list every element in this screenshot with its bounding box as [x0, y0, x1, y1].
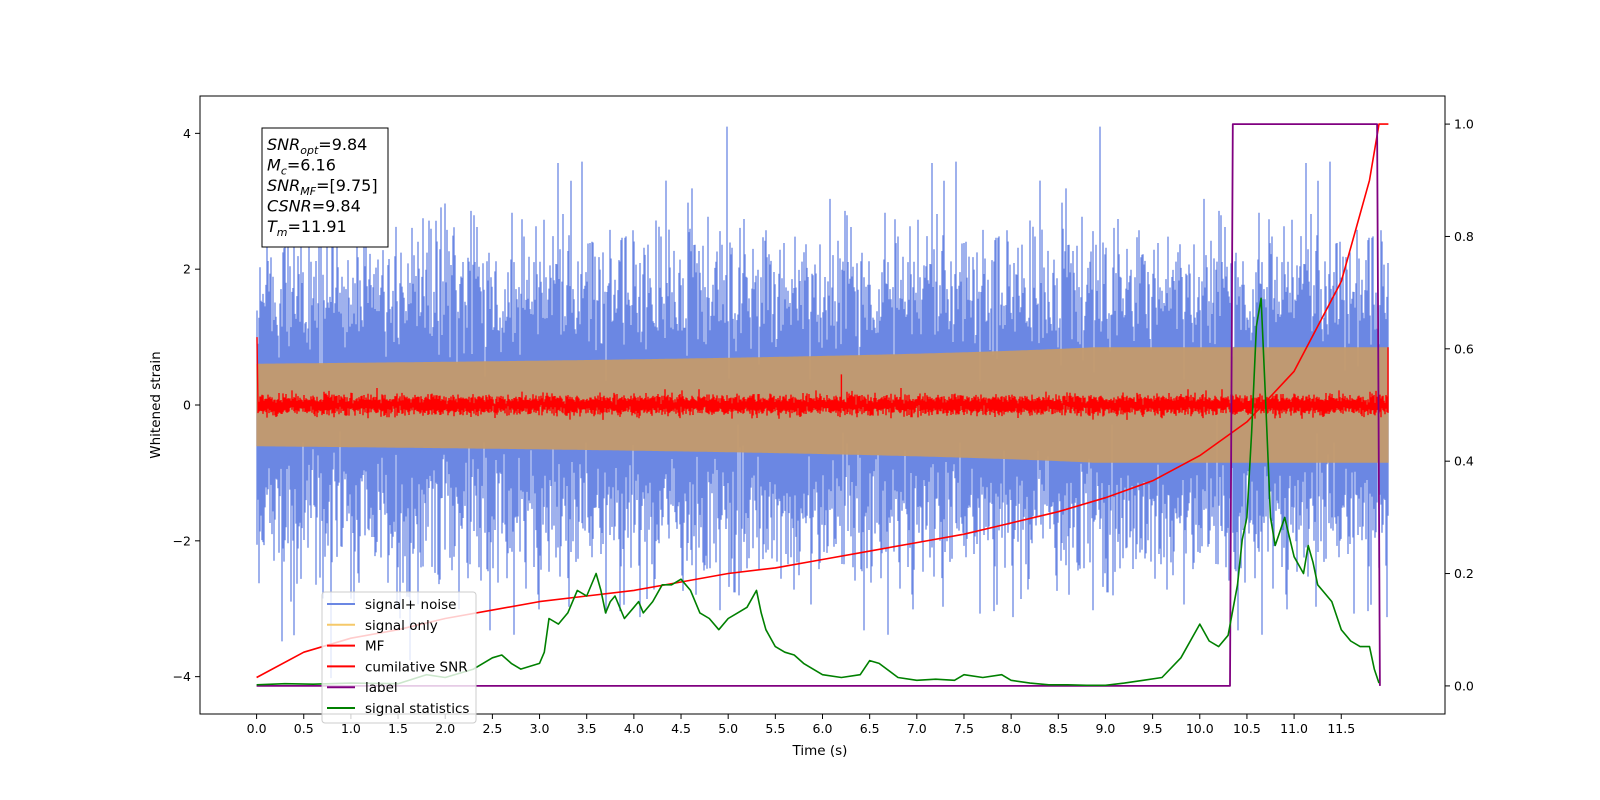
series-layer — [256, 123, 1389, 687]
legend-label: cumilative SNR — [365, 659, 468, 675]
series-signal-statistics — [256, 297, 1380, 687]
y2-tick-label: 0.6 — [1454, 341, 1474, 356]
x-tick-label: 3.5 — [577, 721, 597, 736]
legend-label: signal+ noise — [365, 597, 456, 613]
legend-label: MF — [365, 639, 384, 655]
x-tick-label: 5.0 — [718, 721, 738, 736]
info-symbol: T — [267, 217, 278, 236]
x-tick-label: 10.0 — [1186, 721, 1214, 736]
info-subscript: c — [281, 165, 287, 178]
x-tick-label: 4.0 — [624, 721, 644, 736]
x-tick-label: 9.0 — [1096, 721, 1116, 736]
info-symbol: SNR — [267, 176, 300, 195]
x-tick-label: 10.5 — [1233, 721, 1261, 736]
y-tick-label: 0 — [183, 398, 191, 413]
x-tick-label: 9.5 — [1143, 721, 1163, 736]
x-axis-title: Time (s) — [792, 743, 848, 759]
y-tick-label: −2 — [173, 533, 191, 548]
info-symbol: SNR — [267, 135, 300, 154]
y-axis-right: 0.0 0.2 0.4 0.6 0.8 1.0 — [1445, 117, 1474, 693]
x-tick-label: 8.0 — [1001, 721, 1021, 736]
x-tick-label: 0.0 — [247, 721, 267, 736]
x-tick-label: 7.0 — [907, 721, 927, 736]
info-line: CSNR=9.84 — [267, 197, 361, 216]
series-label — [256, 123, 1381, 687]
x-tick-label: 2.0 — [435, 721, 455, 736]
info-subscript: opt — [300, 144, 319, 157]
x-tick-label: 7.5 — [954, 721, 974, 736]
x-tick-label: 1.0 — [341, 721, 361, 736]
info-value: =9.84 — [318, 135, 367, 154]
info-line: Tm=11.91 — [267, 217, 347, 239]
info-line: Mc=6.16 — [267, 156, 336, 178]
info-value: =11.91 — [288, 217, 347, 236]
info-value: =6.16 — [287, 156, 336, 175]
legend-label: label — [365, 680, 398, 696]
x-tick-label: 6.0 — [813, 721, 833, 736]
x-tick-label: 4.5 — [671, 721, 691, 736]
x-axis: 0.0 0.5 1.0 1.5 2.0 2.5 3.0 3.5 4.0 4.5 5.0 5.5 6.0 6… — [247, 714, 1355, 736]
y-tick-label: 4 — [183, 126, 191, 141]
x-tick-label: 3.0 — [530, 721, 550, 736]
legend-label: signal only — [365, 618, 438, 634]
x-tick-label: 5.5 — [765, 721, 785, 736]
info-symbol: CSNR — [267, 197, 312, 216]
x-tick-label: 6.5 — [860, 721, 880, 736]
legend-frame — [321, 591, 477, 724]
info-box-frame — [261, 127, 389, 248]
y2-tick-label: 0.8 — [1454, 229, 1474, 244]
x-tick-label: 8.5 — [1048, 721, 1068, 736]
info-value: =9.84 — [312, 197, 361, 216]
info-value: =[9.75] — [316, 176, 378, 195]
legend-label: signal statistics — [365, 701, 469, 717]
y-axis-left: −4 −2 0 2 4 — [173, 126, 200, 684]
y2-tick-label: 0.4 — [1454, 454, 1474, 469]
info-symbol: M — [267, 156, 281, 175]
y2-tick-label: 1.0 — [1454, 117, 1474, 132]
y2-tick-label: 0.0 — [1454, 678, 1474, 693]
info-box: SNRopt=9.84Mc=6.16SNRMF=[9.75]CSNR=9.84T… — [261, 127, 389, 248]
x-tick-label: 11.5 — [1327, 721, 1355, 736]
info-subscript: m — [277, 226, 288, 239]
info-subscript: MF — [300, 185, 316, 198]
y-tick-label: 2 — [183, 262, 191, 277]
y-tick-label: −4 — [173, 669, 191, 684]
x-tick-label: 0.5 — [294, 721, 314, 736]
legend: signal+ noise signal only MF cumilative SNR… — [321, 591, 477, 724]
x-tick-label: 1.5 — [388, 721, 408, 736]
info-line: SNRMF=[9.75] — [267, 176, 378, 198]
x-tick-label: 2.5 — [482, 721, 502, 736]
y-axis-title: Whitened strain — [148, 351, 164, 458]
y2-tick-label: 0.2 — [1454, 566, 1474, 581]
x-tick-label: 11.0 — [1280, 721, 1308, 736]
info-line: SNRopt=9.84 — [267, 135, 367, 157]
